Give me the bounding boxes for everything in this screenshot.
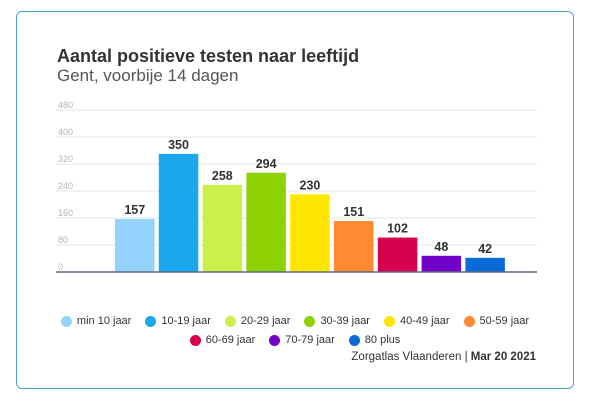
legend-item: 10-19 jaar bbox=[145, 315, 211, 327]
legend-label: 20-29 jaar bbox=[240, 315, 291, 327]
legend-label: 10-19 jaar bbox=[161, 315, 211, 327]
legend-swatch bbox=[383, 315, 395, 327]
legend-swatch bbox=[224, 315, 236, 327]
legend-swatch bbox=[189, 334, 201, 346]
data-label: 350 bbox=[168, 138, 189, 152]
bar-60-69-jaar bbox=[377, 237, 418, 272]
source-label: Zorgatlas Vlaanderen bbox=[351, 351, 462, 363]
data-label: 48 bbox=[434, 240, 448, 254]
data-label: 157 bbox=[124, 203, 145, 217]
legend-item: min 10 jaar bbox=[60, 315, 132, 327]
data-label: 102 bbox=[387, 222, 408, 236]
data-label: 294 bbox=[256, 157, 277, 171]
bar-20-29-jaar bbox=[202, 184, 243, 272]
data-label: 258 bbox=[212, 169, 233, 183]
data-label: 230 bbox=[300, 178, 321, 192]
legend-item: 70-79 jaar bbox=[269, 334, 335, 346]
legend-item: 50-59 jaar bbox=[463, 315, 530, 327]
legend-label: 80 plus bbox=[364, 334, 401, 346]
legend-swatch bbox=[348, 334, 360, 346]
legend-item: 80 plus bbox=[348, 334, 401, 346]
y-tick-label: 240 bbox=[58, 181, 73, 191]
bar-min-10-jaar bbox=[115, 219, 155, 272]
legend-label: min 10 jaar bbox=[76, 315, 132, 327]
legend-row-2: 60-69 jaar 70-79 jaar 80 plus bbox=[40, 331, 550, 349]
legend-label: 70-79 jaar bbox=[285, 334, 335, 346]
legend-label: 50-59 jaar bbox=[479, 315, 530, 327]
bar-10-19-jaar bbox=[158, 153, 199, 272]
legend-swatch bbox=[463, 315, 475, 327]
legend-item: 40-49 jaar bbox=[383, 315, 450, 327]
legend-swatch bbox=[145, 315, 157, 327]
legend-swatch bbox=[304, 315, 316, 327]
y-tick-label: 320 bbox=[58, 154, 73, 164]
source-separator: | bbox=[464, 351, 468, 363]
legend-swatch bbox=[60, 315, 72, 327]
y-tick-label: 160 bbox=[58, 208, 73, 218]
legend-item: 30-39 jaar bbox=[304, 315, 370, 327]
bar-30-39-jaar bbox=[246, 172, 286, 272]
source-credit: Zorgatlas Vlaanderen | Mar 20 2021 bbox=[351, 351, 536, 363]
source-date: Mar 20 2021 bbox=[470, 351, 536, 363]
legend-label: 40-49 jaar bbox=[399, 315, 450, 327]
y-tick-label: 400 bbox=[58, 127, 73, 137]
legend-item: 20-29 jaar bbox=[224, 315, 291, 327]
legend-item: 60-69 jaar bbox=[189, 334, 256, 346]
y-tick-label: 480 bbox=[58, 100, 73, 110]
data-label: 42 bbox=[478, 242, 492, 256]
legend-swatch bbox=[269, 334, 281, 346]
bar-80-plus bbox=[465, 257, 505, 272]
chart-subtitle: Gent, voorbije 14 dagen bbox=[57, 66, 239, 85]
bar-70-79-jaar bbox=[421, 255, 462, 272]
chart-title: Aantal positieve testen naar leeftijd bbox=[57, 46, 360, 66]
y-tick-label: 0 bbox=[58, 262, 63, 272]
y-tick-label: 80 bbox=[58, 235, 68, 245]
legend: min 10 jaar 10-19 jaar 20-29 jaar 30-39 jaa… bbox=[40, 312, 550, 350]
legend-label: 30-39 jaar bbox=[320, 315, 370, 327]
legend-label: 60-69 jaar bbox=[205, 334, 256, 346]
legend-row-1: min 10 jaar 10-19 jaar 20-29 jaar 30-39 jaa… bbox=[40, 312, 550, 330]
bar-50-59-jaar bbox=[334, 221, 374, 272]
bar-40-49-jaar bbox=[290, 194, 330, 272]
data-label: 151 bbox=[343, 205, 364, 219]
